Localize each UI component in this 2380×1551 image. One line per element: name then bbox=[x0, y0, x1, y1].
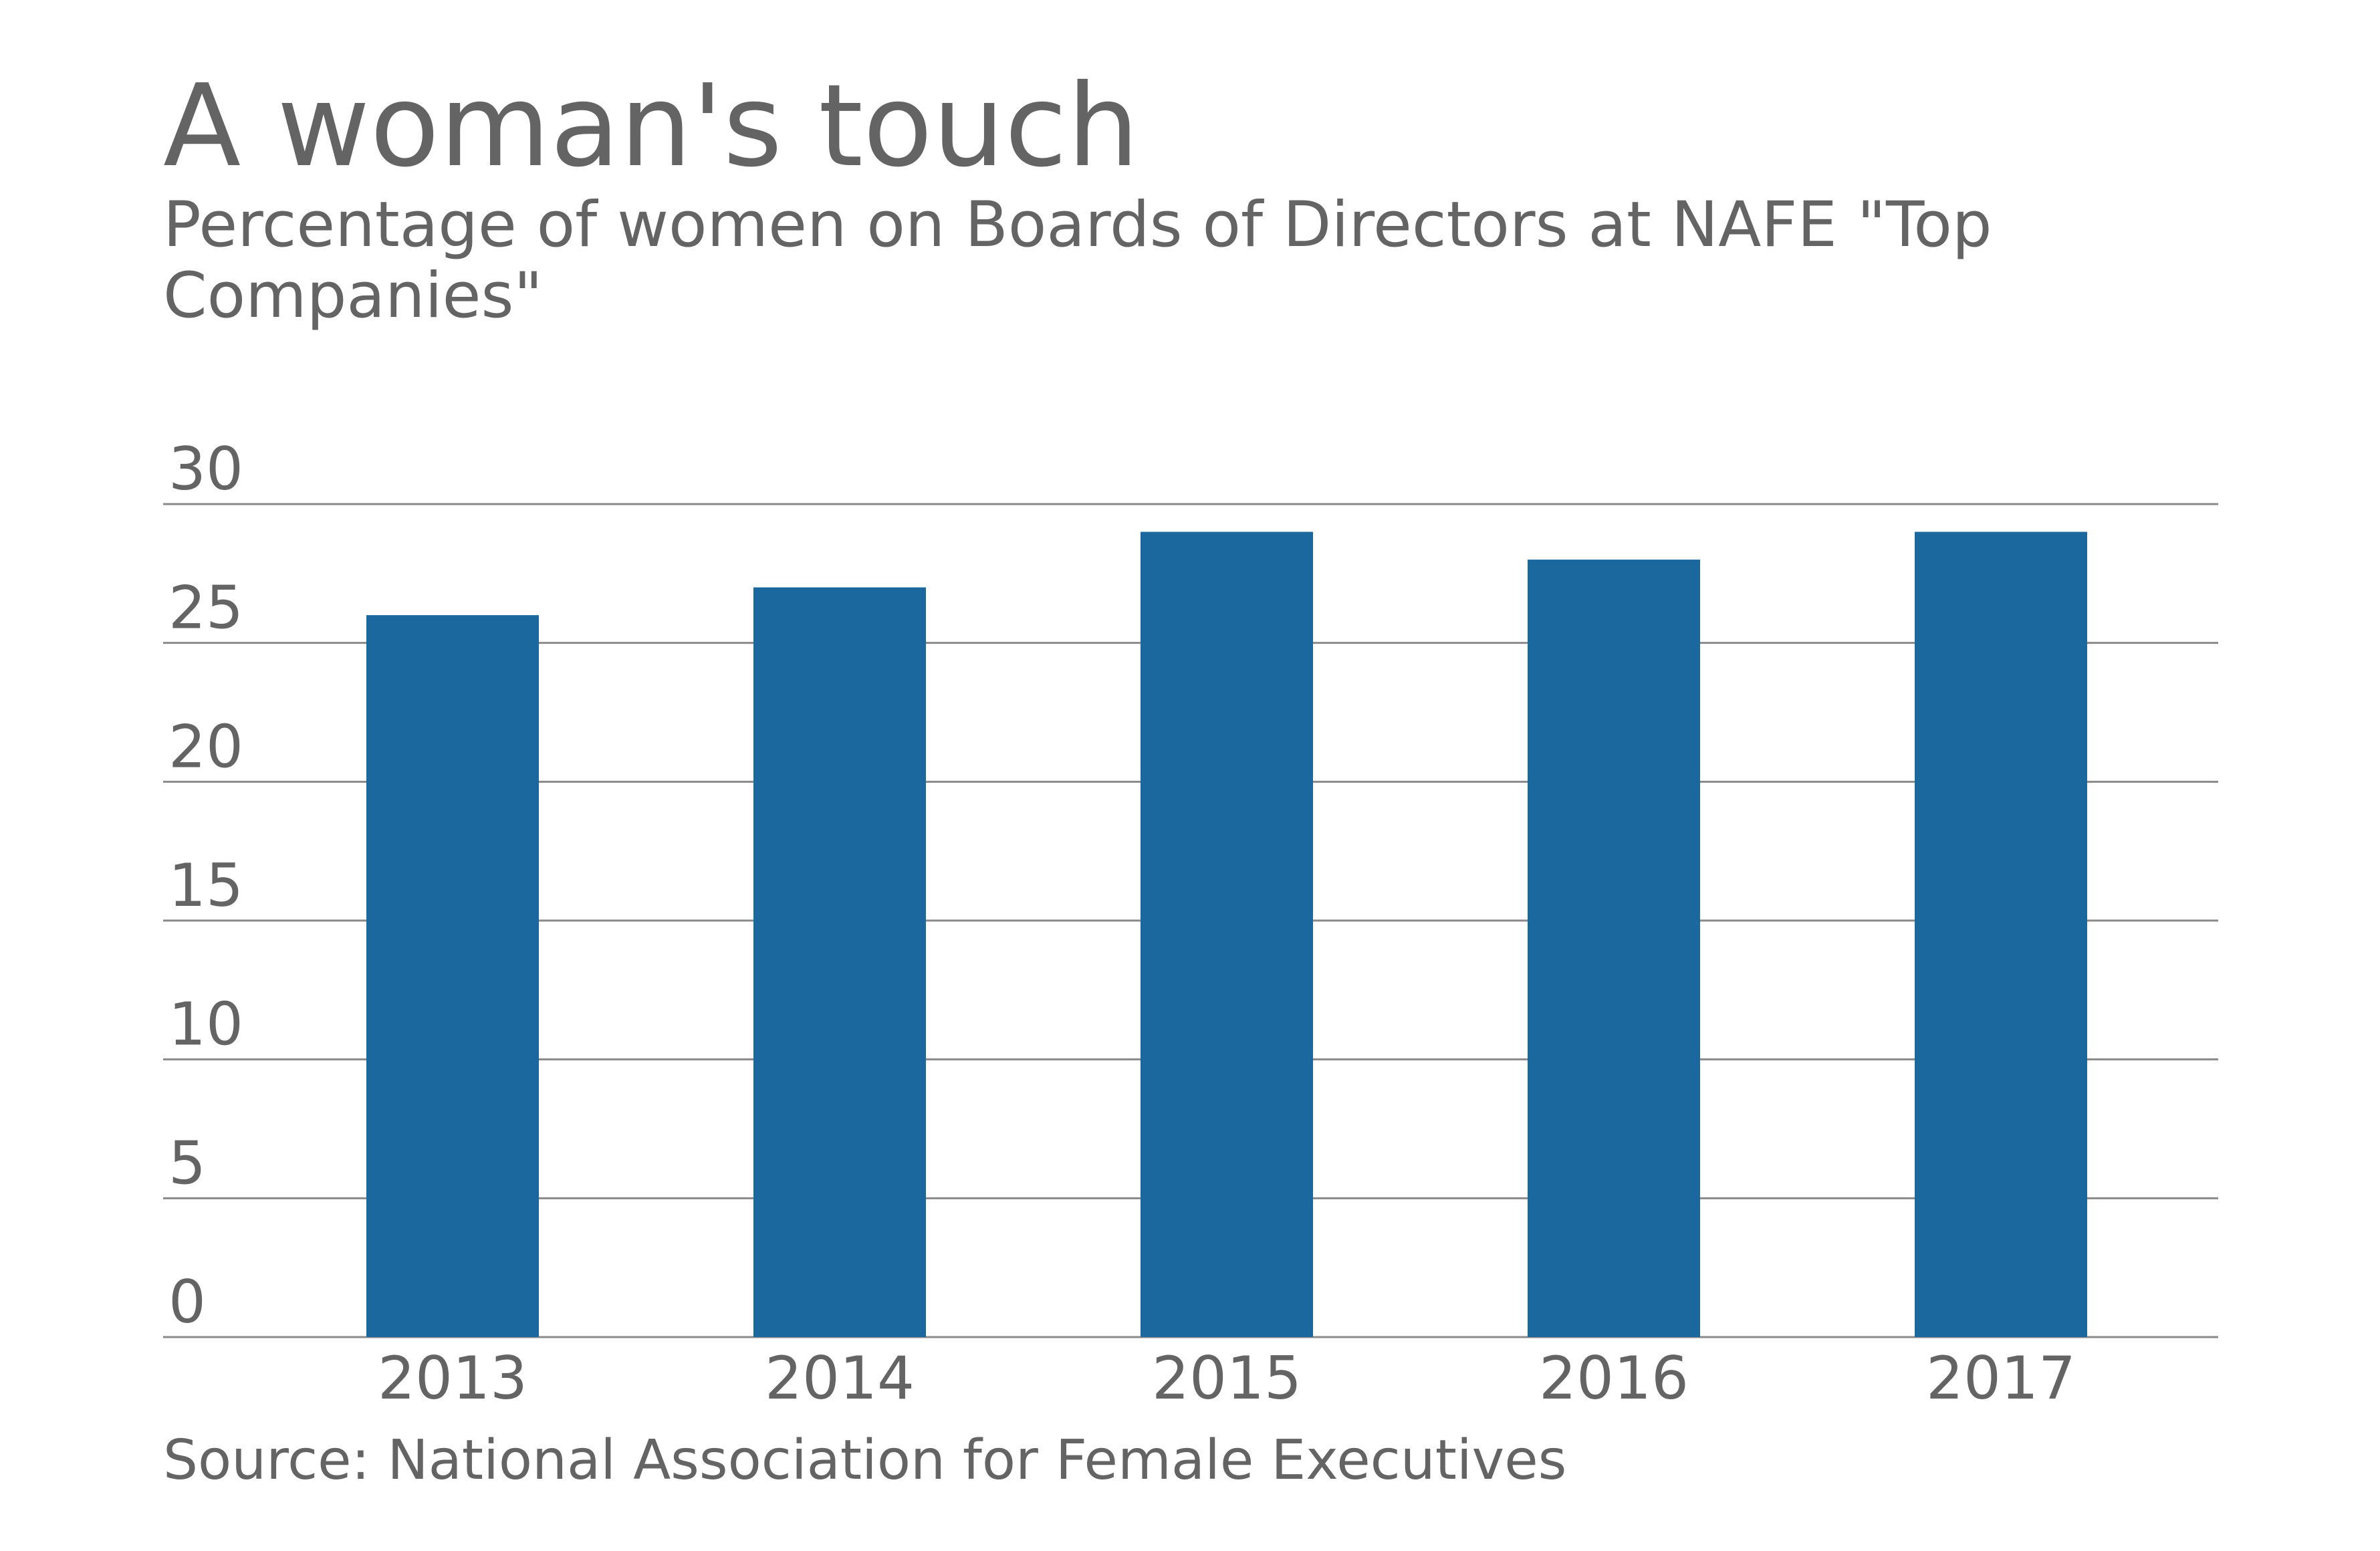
bar-2014 bbox=[753, 587, 926, 1337]
y-tick-label: 10 bbox=[168, 990, 243, 1059]
bar-2015 bbox=[1141, 531, 1313, 1337]
y-tick-label: 0 bbox=[168, 1268, 206, 1336]
chart-subtitle: Percentage of women on Boards of Directo… bbox=[163, 189, 1992, 332]
y-tick-label: 5 bbox=[168, 1128, 206, 1197]
source-note: Source: National Association for Female … bbox=[163, 1429, 1567, 1492]
bar-2017 bbox=[1915, 531, 2087, 1337]
x-tick-label-2015: 2015 bbox=[1152, 1344, 1302, 1413]
bars bbox=[366, 531, 2087, 1338]
x-tick-label-2013: 2013 bbox=[378, 1344, 527, 1413]
bar-2016 bbox=[1528, 560, 1700, 1337]
y-tick-label: 30 bbox=[168, 435, 243, 503]
y-tick-label: 15 bbox=[168, 851, 243, 920]
y-tick-label: 25 bbox=[168, 574, 243, 642]
y-tick-labels: 0 5 10 15 20 25 30 bbox=[168, 435, 243, 1336]
y-tick-label: 20 bbox=[168, 712, 243, 781]
x-tick-labels: 2013 2014 2015 2016 2017 bbox=[378, 1344, 2076, 1413]
bar-2013 bbox=[366, 615, 539, 1338]
x-tick-label-2014: 2014 bbox=[765, 1344, 915, 1413]
x-tick-label-2017: 2017 bbox=[1926, 1344, 2076, 1413]
chart-title: A woman's touch bbox=[163, 60, 1139, 193]
x-tick-label-2016: 2016 bbox=[1539, 1344, 1689, 1413]
